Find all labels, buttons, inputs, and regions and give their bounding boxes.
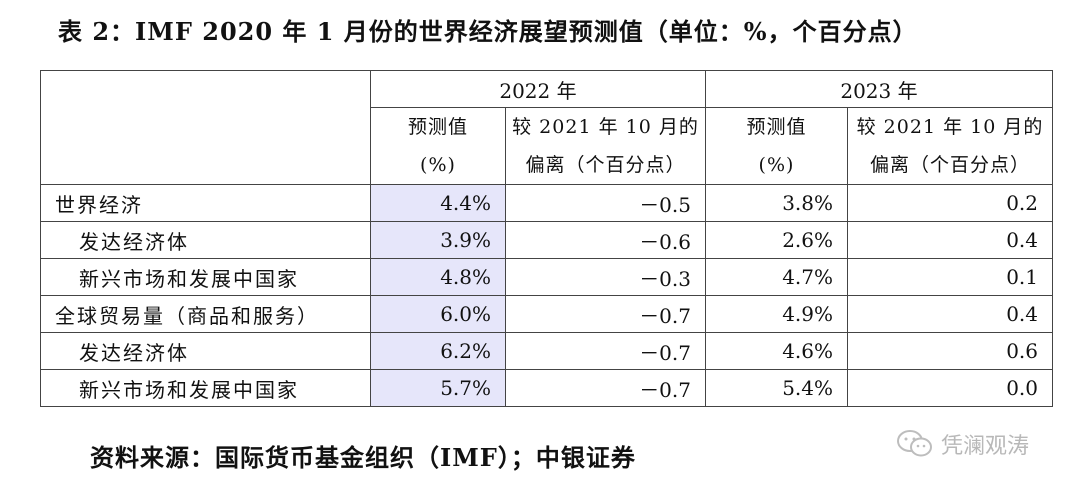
deviation-2022: －0.6: [505, 221, 706, 259]
deviation-2022: －0.3: [505, 258, 706, 296]
value-2023: 4.7%: [705, 258, 848, 296]
row-label: 全球贸易量（商品和服务）: [40, 295, 371, 333]
table-row: 新兴市场和发展中国家 4.8% －0.3 4.7% 0.1: [40, 258, 1053, 296]
row-label: 发达经济体: [40, 332, 371, 370]
deviation-header-2023: 较 2021 年 10 月的 偏离（个百分点）: [847, 107, 1053, 185]
value-2023: 4.6%: [705, 332, 848, 370]
value-2023: 2.6%: [705, 221, 848, 259]
value-2023: 3.8%: [705, 184, 848, 222]
deviation-header-2022: 较 2021 年 10 月的 偏离（个百分点）: [505, 107, 706, 185]
table-row: 世界经济 4.4% －0.5 3.8% 0.2: [40, 184, 1053, 222]
row-label: 世界经济: [40, 184, 371, 222]
row-label: 新兴市场和发展中国家: [40, 369, 371, 407]
value-2022: 5.7%: [370, 369, 506, 407]
deviation-2023: 0.2: [847, 184, 1053, 222]
header-blank-cell: [40, 70, 371, 185]
deviation-2023: 0.0: [847, 369, 1053, 407]
forecast-header-2022: 预测值 (%): [370, 107, 506, 185]
deviation-2023: 0.1: [847, 258, 1053, 296]
row-label: 发达经济体: [40, 221, 371, 259]
deviation-2022: －0.7: [505, 332, 706, 370]
source-note: 资料来源：国际货币基金组织（IMF）；中银证券: [90, 443, 636, 472]
header-row-sub: 预测值 (%) 较 2021 年 10 月的 偏离（个百分点） 预测值 (%) …: [41, 107, 1053, 185]
table-row: 发达经济体 3.9% －0.6 2.6% 0.4: [40, 221, 1053, 259]
deviation-2023: 0.6: [847, 332, 1053, 370]
year-2023-header: 2023 年: [705, 70, 1053, 108]
deviation-2023: 0.4: [847, 295, 1053, 333]
wechat-icon: [897, 430, 932, 457]
forecast-header-2023: 预测值 (%): [705, 107, 848, 185]
deviation-2022: －0.7: [505, 369, 706, 407]
table-row: 全球贸易量（商品和服务） 6.0% －0.7 4.9% 0.4: [40, 295, 1053, 333]
value-2022: 4.4%: [370, 184, 506, 222]
table-row: 新兴市场和发展中国家 5.7% －0.7 5.4% 0.0: [40, 369, 1053, 407]
value-2022: 3.9%: [370, 221, 506, 259]
value-2022: 4.8%: [370, 258, 506, 296]
watermark: 凭澜观涛: [895, 428, 1029, 460]
value-2023: 5.4%: [705, 369, 848, 407]
value-2022: 6.0%: [370, 295, 506, 333]
deviation-2022: －0.7: [505, 295, 706, 333]
deviation-2022: －0.5: [505, 184, 706, 222]
table-row: 发达经济体 6.2% －0.7 4.6% 0.6: [40, 332, 1053, 370]
header-row-years: 2022 年 2023 年: [40, 70, 1053, 185]
table-title: 表 2：IMF 2020 年 1 月份的世界经济展望预测值（单位：%，个百分点）: [58, 17, 918, 46]
forecast-table: 2022 年 2023 年 预测值 (%) 较 2021 年 10 月的 偏离（…: [40, 70, 1053, 407]
value-2023: 4.9%: [705, 295, 848, 333]
watermark-text: 凭澜观涛: [941, 434, 1030, 459]
value-2022: 6.2%: [370, 332, 506, 370]
deviation-2023: 0.4: [847, 221, 1053, 259]
row-label: 新兴市场和发展中国家: [40, 258, 371, 296]
year-2022-header: 2022 年: [370, 70, 706, 108]
